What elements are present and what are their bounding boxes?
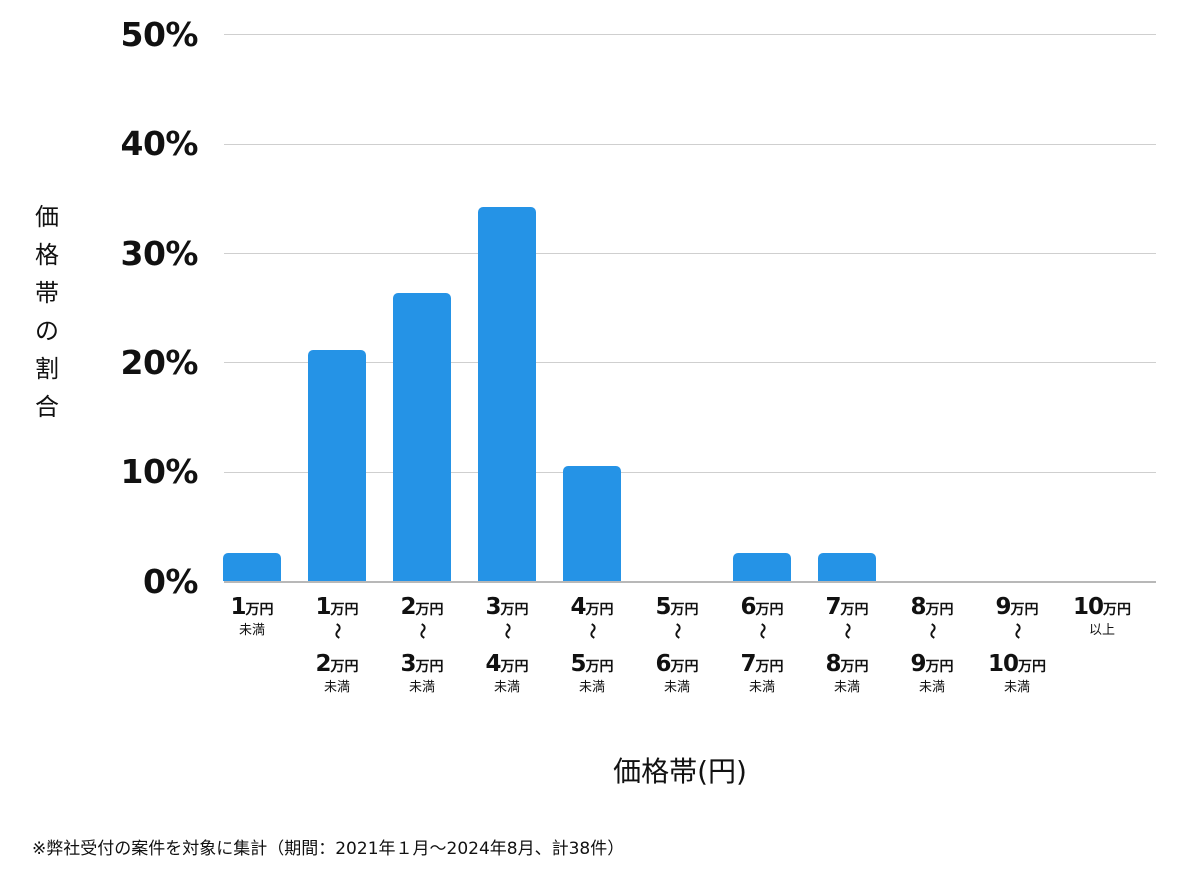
gridline-30 (224, 253, 1156, 254)
ytick-20: 20% (120, 343, 199, 382)
x-tick-label: 3万円〜 4万円 未満 (485, 594, 529, 695)
y-axis-title-char: 割 (35, 355, 59, 383)
x-axis-baseline (224, 581, 1156, 583)
x-tick-label: 1万円 未満 (230, 594, 274, 638)
bar (733, 553, 791, 581)
bar (818, 553, 876, 581)
x-tick-label: 2万円〜 3万円 未満 (400, 594, 444, 695)
y-axis-title-char: 格 (35, 241, 59, 269)
bar (223, 553, 281, 581)
x-axis-title: 価格帯(円) (613, 755, 747, 788)
y-axis-title-char: の (35, 317, 59, 345)
bar (393, 293, 451, 581)
x-tick-label: 4万円〜 5万円 未満 (570, 594, 614, 695)
gridline-10 (224, 472, 1156, 473)
y-axis-title-char: 合 (35, 393, 59, 421)
bar (563, 466, 621, 581)
x-tick-label: 10万円 以上 (1072, 594, 1131, 638)
ytick-50: 50% (120, 15, 199, 54)
bar (478, 207, 536, 581)
bar (308, 350, 366, 581)
y-axis-title-char: 価 (35, 203, 59, 231)
ytick-10: 10% (120, 452, 199, 491)
ytick-0: 0% (142, 562, 199, 601)
ytick-40: 40% (120, 124, 199, 163)
x-tick-label: 9万円〜 10万円 未満 (987, 594, 1046, 695)
footnote: ※弊社受付の案件を対象に集計（期間：2021年１月〜2024年8月、計38件） (32, 839, 625, 859)
ytick-30: 30% (120, 234, 199, 273)
x-tick-label: 7万円〜 8万円 未満 (825, 594, 869, 695)
gridline-50 (224, 34, 1156, 35)
x-tick-label: 6万円〜 7万円 未満 (740, 594, 784, 695)
x-tick-label: 5万円〜 6万円 未満 (655, 594, 699, 695)
x-tick-label: 1万円〜 2万円 未満 (315, 594, 359, 695)
x-tick-label: 8万円〜 9万円 未満 (910, 594, 954, 695)
y-axis-title-char: 帯 (35, 279, 59, 307)
gridline-40 (224, 144, 1156, 145)
y-axis-title: 価 格 帯 の 割 合 (30, 198, 64, 426)
gridline-20 (224, 362, 1156, 363)
